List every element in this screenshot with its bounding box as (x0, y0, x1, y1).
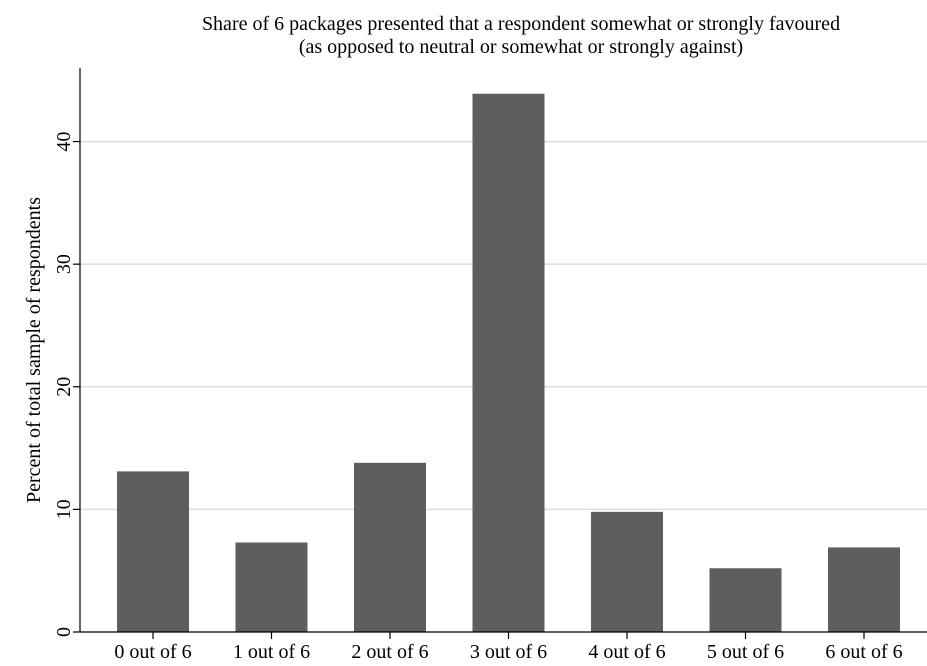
bars (117, 93, 900, 633)
bar-3 (472, 93, 545, 633)
bar-0 (117, 471, 189, 632)
y-tick-label: 20 (53, 377, 75, 397)
chart-subtitle: (as opposed to neutral or somewhat or st… (299, 36, 743, 58)
y-tick-label: 0 (53, 627, 75, 637)
y-tick-label: 30 (53, 254, 75, 274)
x-tick-label: 3 out of 6 (470, 641, 547, 661)
bar-6 (828, 547, 900, 632)
x-tick-label: 2 out of 6 (351, 641, 428, 661)
x-tick-label: 6 out of 6 (825, 641, 902, 661)
bar-1 (235, 542, 308, 632)
x-tick-label: 0 out of 6 (114, 641, 191, 661)
y-tick-label: 10 (53, 499, 75, 519)
x-tick-label: 1 out of 6 (233, 641, 310, 661)
y-tick-label: 40 (53, 132, 75, 152)
y-axis-label: Percent of total sample of respondents (23, 197, 45, 503)
x-tick-label: 5 out of 6 (707, 641, 784, 661)
bar-2 (354, 462, 426, 632)
bar-4 (591, 511, 663, 632)
bar-5 (709, 568, 782, 632)
x-tick-labels: 0 out of 6 1 out of 6 2 out of 6 3 out of 6… (114, 641, 902, 663)
y-tick-labels: 0 10 20 30 40 (53, 132, 75, 637)
axes (73, 68, 927, 639)
chart-title: Share of 6 packages presented that a res… (202, 13, 840, 35)
x-tick-label: 4 out of 6 (588, 641, 665, 661)
